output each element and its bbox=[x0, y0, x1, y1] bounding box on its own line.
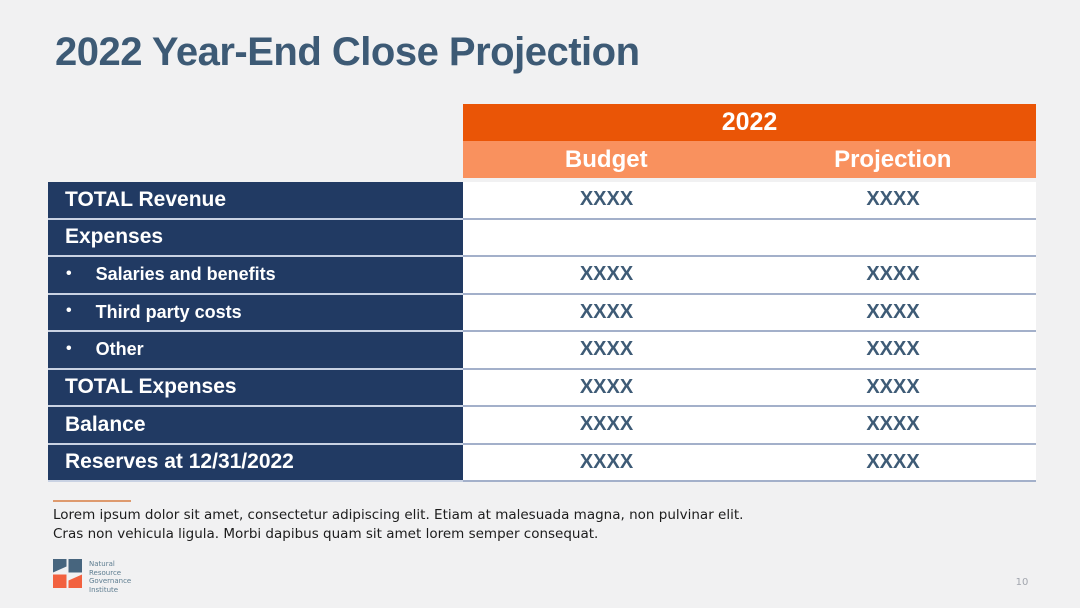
row-label-text: Salaries and benefits bbox=[95, 264, 276, 285]
row-label-text: Other bbox=[95, 339, 144, 360]
nrgi-logo-icon bbox=[53, 559, 82, 588]
row-label: TOTAL Revenue bbox=[48, 182, 463, 220]
value-cell bbox=[463, 219, 750, 257]
row-label: Expenses bbox=[48, 219, 463, 257]
value-cell: XXXX bbox=[463, 332, 750, 370]
table-row: • Third party costs XXXX XXXX bbox=[48, 294, 1036, 332]
row-label-text: TOTAL Expenses bbox=[65, 375, 237, 399]
footnote-divider bbox=[53, 500, 131, 502]
table-column-headers: Budget Projection bbox=[463, 141, 1036, 178]
row-label: Balance bbox=[48, 407, 463, 445]
row-label: Reserves at 12/31/2022 bbox=[48, 444, 463, 482]
value-cell: XXXX bbox=[750, 332, 1036, 370]
table-row: Balance XXXX XXXX bbox=[48, 407, 1036, 445]
value-cell: XXXX bbox=[750, 444, 1036, 482]
table-year-header: 2022 bbox=[463, 104, 1036, 141]
value-cell: XXXX bbox=[463, 369, 750, 407]
row-label-text: Reserves at 12/31/2022 bbox=[65, 450, 294, 474]
row-label-text: Expenses bbox=[65, 225, 164, 249]
value-cell: XXXX bbox=[750, 407, 1036, 445]
footnote-line-1: Lorem ipsum dolor sit amet, consectetur … bbox=[53, 507, 744, 523]
row-label: • Other bbox=[48, 332, 463, 370]
value-cell bbox=[750, 219, 1036, 257]
row-label-text: Balance bbox=[65, 412, 146, 436]
row-label: • Third party costs bbox=[48, 294, 463, 332]
value-cell: XXXX bbox=[750, 182, 1036, 220]
page-number: 10 bbox=[1015, 577, 1029, 588]
organization-logo: Natural Resource Governance Institute bbox=[53, 559, 131, 594]
value-cell: XXXX bbox=[463, 407, 750, 445]
bullet-icon: • bbox=[66, 302, 72, 320]
row-label: TOTAL Expenses bbox=[48, 369, 463, 407]
bullet-icon: • bbox=[66, 264, 72, 282]
logo-text-line: Resource bbox=[89, 568, 122, 577]
page-title: 2022 Year-End Close Projection bbox=[55, 30, 640, 74]
value-cell: XXXX bbox=[750, 257, 1036, 295]
value-cell: XXXX bbox=[463, 444, 750, 482]
logo-text: Natural Resource Governance Institute bbox=[89, 560, 131, 594]
table-body: TOTAL Revenue XXXX XXXX Expenses • Salar… bbox=[48, 182, 1036, 482]
value-cell: XXXX bbox=[750, 369, 1036, 407]
column-header-budget: Budget bbox=[564, 145, 648, 173]
table-row: Reserves at 12/31/2022 XXXX XXXX bbox=[48, 444, 1036, 482]
table-row: • Salaries and benefits XXXX XXXX bbox=[48, 257, 1036, 295]
table-row: Expenses bbox=[48, 219, 1036, 257]
table-row: TOTAL Expenses XXXX XXXX bbox=[48, 369, 1036, 407]
bullet-icon: • bbox=[66, 339, 72, 357]
value-cell: XXXX bbox=[463, 182, 750, 220]
table-row: • Other XXXX XXXX bbox=[48, 332, 1036, 370]
logo-text-line: Governance bbox=[89, 577, 132, 585]
row-label: • Salaries and benefits bbox=[48, 257, 463, 295]
logo-text-line: Institute bbox=[89, 585, 119, 594]
column-header-projection: Projection bbox=[834, 145, 952, 173]
value-cell: XXXX bbox=[750, 294, 1036, 332]
table-row: TOTAL Revenue XXXX XXXX bbox=[48, 182, 1036, 220]
footnote: Lorem ipsum dolor sit amet, consectetur … bbox=[53, 506, 753, 544]
row-label-text: TOTAL Revenue bbox=[65, 187, 227, 211]
value-cell: XXXX bbox=[463, 294, 750, 332]
logo-text-line: Natural bbox=[89, 560, 115, 568]
value-cell: XXXX bbox=[463, 257, 750, 295]
footnote-line-2: Cras non vehicula ligula. Morbi dapibus … bbox=[53, 526, 599, 542]
row-label-text: Third party costs bbox=[95, 301, 242, 322]
